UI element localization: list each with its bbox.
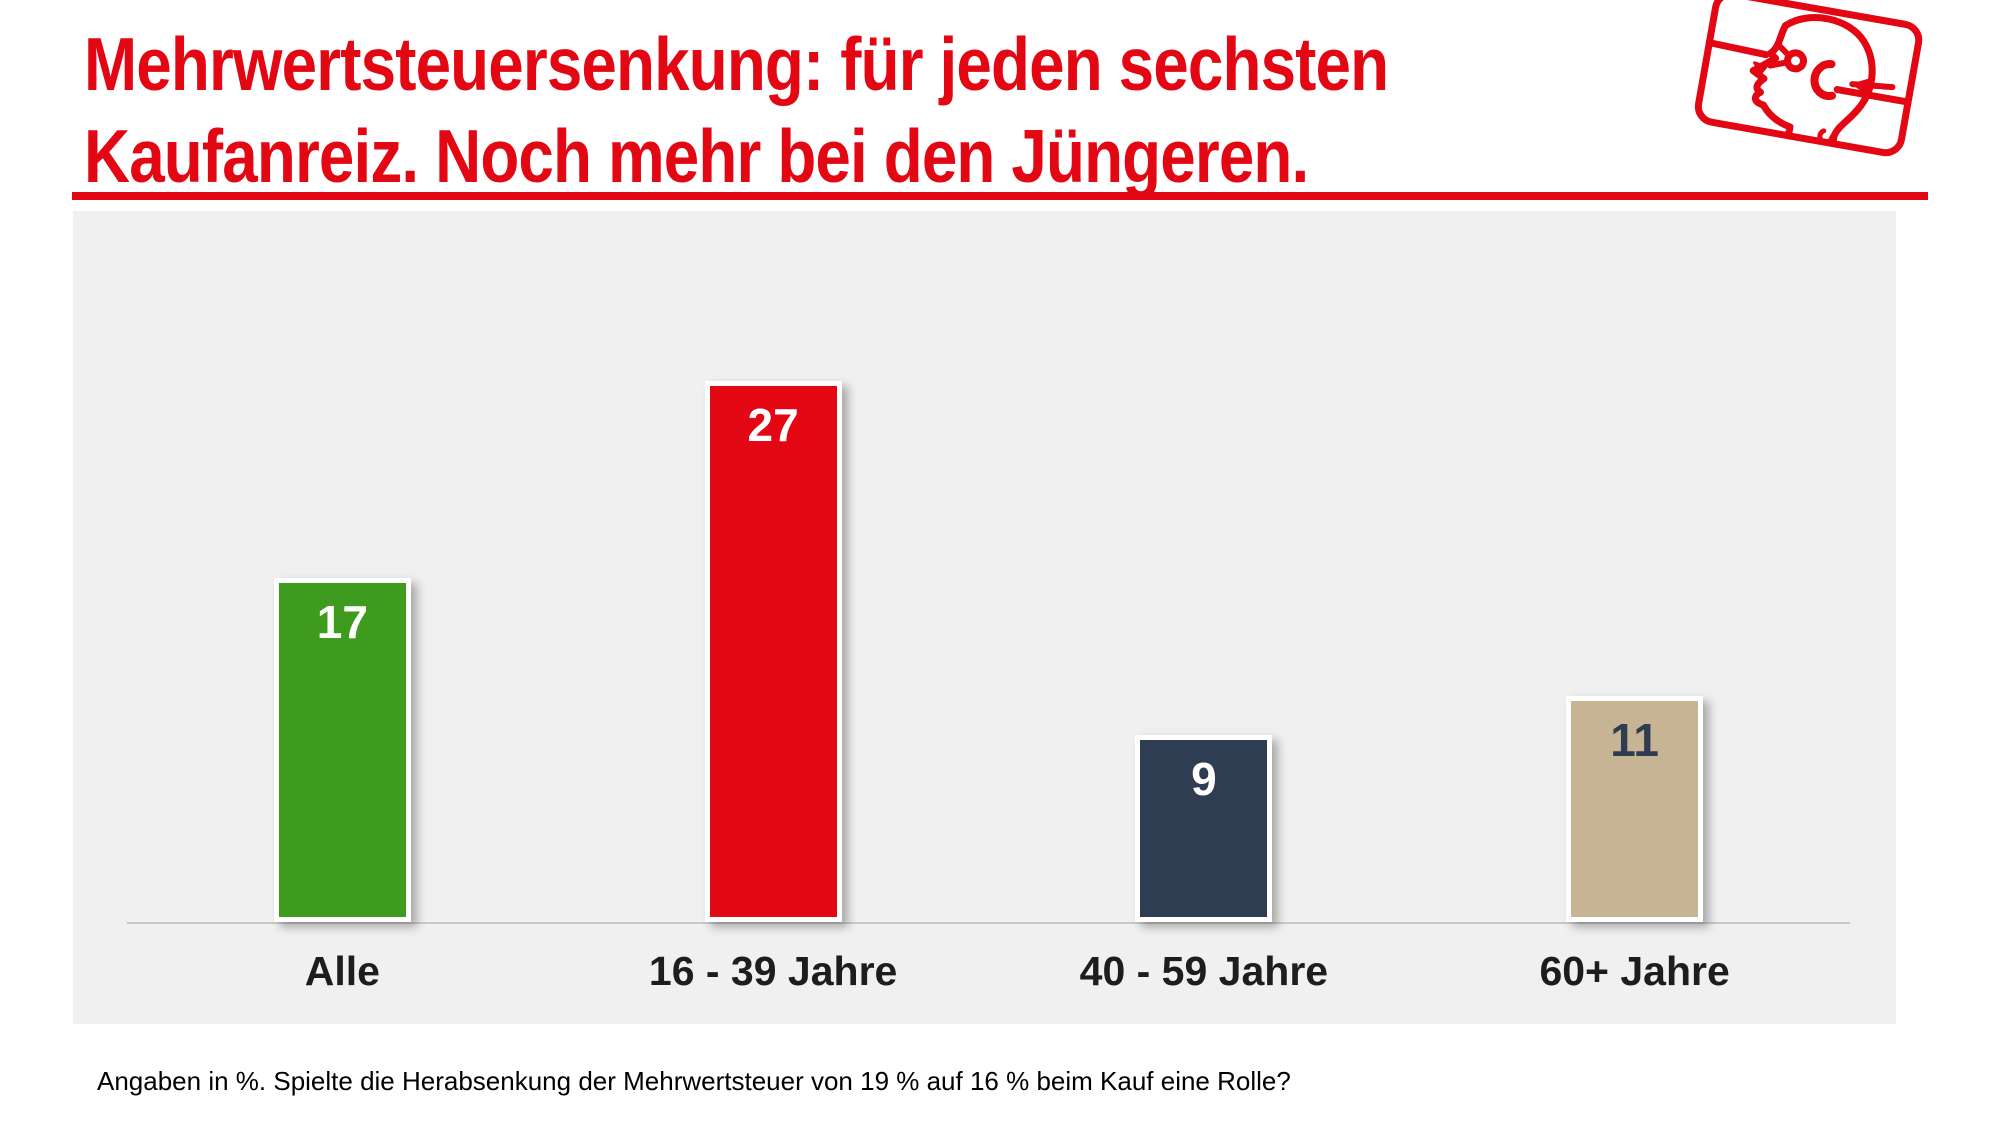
page-title-line1: Mehrwertsteuersenkung: für jeden sechste… — [84, 22, 1389, 106]
category-label-16-39: 16 - 39 Jahre — [648, 948, 898, 994]
bar-chart: 17 Alle 27 16 - 39 Jahre 9 40 - 59 Jahre… — [73, 211, 1896, 1024]
bar-value-label: 11 — [1610, 714, 1659, 766]
bar-16-39: 27 — [704, 381, 842, 922]
footnote: Angaben in %. Spielte die Herabsenkung d… — [97, 1066, 1291, 1096]
bar-alle: 17 — [273, 578, 411, 922]
bar-group-16-39: 27 16 - 39 Jahre — [558, 381, 989, 994]
category-label-40-59: 40 - 59 Jahre — [1079, 948, 1329, 994]
bar-value-label: 27 — [747, 399, 799, 451]
title-underline — [72, 192, 1928, 200]
bar-value-label: 9 — [1191, 753, 1217, 805]
x-axis-line — [127, 922, 1850, 924]
category-label-alle: Alle — [304, 948, 380, 994]
bar-60plus: 11 — [1566, 696, 1704, 922]
bar-value-label: 17 — [316, 596, 368, 648]
head-listening-sketch-icon — [1694, 0, 1923, 157]
bar-group-60plus: 11 60+ Jahre — [1419, 696, 1850, 994]
category-label-60plus: 60+ Jahre — [1539, 948, 1730, 994]
bar-40-59: 9 — [1135, 735, 1273, 922]
bar-group-alle: 17 Alle — [127, 578, 558, 994]
page-title-line2: Kaufanreiz. Noch mehr bei den Jüngeren. — [84, 114, 1309, 198]
page-title: Mehrwertsteuersenkung: für jeden sechste… — [84, 18, 1389, 202]
bar-group-40-59: 9 40 - 59 Jahre — [989, 735, 1420, 994]
plot-area: 17 Alle 27 16 - 39 Jahre 9 40 - 59 Jahre… — [127, 211, 1850, 1024]
